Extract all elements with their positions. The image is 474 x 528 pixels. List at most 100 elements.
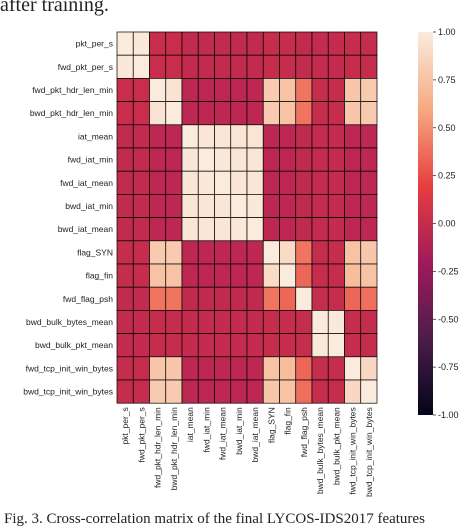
heatmap-cell: [295, 240, 313, 265]
y-axis-tick-labels: pkt_per_s fwd_pkt_per_s fwd_pkt_hdr_len_mi…: [23, 39, 113, 397]
heatmap-cells: [116, 31, 378, 404]
x-tick-label: flag_SYN: [266, 407, 276, 443]
heatmap-cell: [246, 263, 264, 288]
heatmap-cell: [295, 31, 313, 56]
heatmap-cell: [165, 101, 183, 126]
heatmap-cell: [327, 333, 345, 358]
heatmap-cell: [262, 31, 280, 56]
heatmap-cell: [197, 147, 215, 172]
heatmap-cell: [279, 124, 297, 149]
heatmap-cell: [311, 170, 329, 195]
heatmap-cell: [197, 101, 215, 126]
heatmap-cell: [132, 379, 150, 404]
heatmap-cell: [181, 263, 199, 288]
heatmap-cell: [279, 356, 297, 381]
heatmap-cell: [344, 286, 362, 311]
heatmap-cell: [344, 194, 362, 218]
y-tick-label: fwd_iat_mean: [60, 178, 113, 188]
heatmap-cell: [132, 310, 150, 334]
y-tick-label: bwd_iat_min: [65, 201, 113, 211]
heatmap-cell: [132, 240, 150, 265]
heatmap-cell: [181, 240, 199, 265]
heatmap-cell: [295, 124, 313, 149]
heatmap-cell: [262, 356, 280, 381]
heatmap-cell: [149, 194, 167, 218]
heatmap-cell: [116, 240, 134, 265]
x-tick-label: fwd_pkt_per_s: [136, 407, 146, 462]
heatmap-cell: [311, 217, 329, 242]
heatmap-cell: [181, 217, 199, 242]
heatmap-cell: [116, 147, 134, 172]
heatmap-cell: [181, 31, 199, 56]
heatmap-cell: [230, 31, 248, 56]
heatmap-cell: [116, 263, 134, 288]
x-tick-label: bwd_bulk_pkt_mean: [331, 407, 341, 485]
heatmap-cell: [279, 147, 297, 172]
heatmap-cell: [165, 240, 183, 265]
heatmap-cell: [246, 147, 264, 172]
heatmap-cell: [116, 217, 134, 242]
heatmap-cell: [327, 31, 345, 56]
y-tick-label: bwd_iat_mean: [58, 224, 114, 234]
heatmap-cell: [149, 217, 167, 242]
heatmap-cell: [295, 54, 313, 79]
x-tick-label: bwd_bulk_bytes_mean: [315, 407, 325, 494]
heatmap-cell: [327, 78, 345, 102]
heatmap-cell: [262, 333, 280, 358]
heatmap-cell: [214, 263, 232, 288]
heatmap-cell: [132, 124, 150, 149]
x-axis-tick-labels: pkt_per_s fwd_pkt_per_s fwd_pkt_hdr_len_mi…: [120, 407, 374, 497]
heatmap-cell: [246, 194, 264, 218]
heatmap-cell: [230, 240, 248, 265]
heatmap-cell: [246, 286, 264, 311]
heatmap-cell: [344, 31, 362, 56]
heatmap-cell: [197, 194, 215, 218]
y-tick-label: fwd_iat_min: [68, 155, 114, 165]
heatmap-cell: [295, 194, 313, 218]
heatmap-cell: [311, 379, 329, 404]
heatmap-cell: [214, 147, 232, 172]
heatmap-cell: [230, 217, 248, 242]
heatmap-cell: [149, 286, 167, 311]
heatmap-cell: [197, 54, 215, 79]
heatmap-cell: [279, 194, 297, 218]
heatmap-cell: [230, 310, 248, 334]
heatmap-cell: [344, 101, 362, 126]
heatmap-cell: [181, 286, 199, 311]
heatmap-cell: [344, 356, 362, 381]
heatmap-cell: [214, 240, 232, 265]
heatmap-cell: [327, 194, 345, 218]
y-tick-label: bwd_bulk_pkt_mean: [35, 340, 113, 350]
x-tick-label: fwd_iat_mean: [218, 407, 228, 460]
heatmap-cell: [295, 379, 313, 404]
heatmap-cell: [360, 379, 378, 404]
heatmap-cell: [132, 286, 150, 311]
heatmap-cell: [311, 31, 329, 56]
figure-caption: Fig. 3. Cross-correlation matrix of the …: [4, 511, 425, 527]
heatmap-cell: [149, 170, 167, 195]
heatmap-cell: [214, 31, 232, 56]
heatmap-cell: [132, 194, 150, 218]
heatmap-cell: [327, 147, 345, 172]
heatmap-cell: [246, 379, 264, 404]
heatmap-cell: [197, 356, 215, 381]
heatmap-cell: [132, 333, 150, 358]
heatmap-cell: [214, 170, 232, 195]
heatmap-cell: [116, 333, 134, 358]
heatmap-cell: [327, 263, 345, 288]
heatmap-cell: [181, 147, 199, 172]
heatmap-cell: [230, 356, 248, 381]
heatmap-cell: [295, 147, 313, 172]
heatmap-cell: [230, 124, 248, 149]
heatmap-cell: [327, 170, 345, 195]
heatmap-cell: [262, 170, 280, 195]
heatmap-cell: [181, 101, 199, 126]
heatmap-cell: [327, 310, 345, 334]
heatmap-cell: [132, 147, 150, 172]
heatmap-cell: [149, 240, 167, 265]
colorbar: [418, 32, 433, 415]
heatmap-cell: [360, 356, 378, 381]
colorbar-ticks: 1.00 0.75 0.50 0.25 0.00 -0.25 -0.50 -0.75 -1.00: [433, 27, 459, 420]
y-tick-label: flag_SYN: [77, 247, 113, 257]
heatmap-cell: [181, 124, 199, 149]
